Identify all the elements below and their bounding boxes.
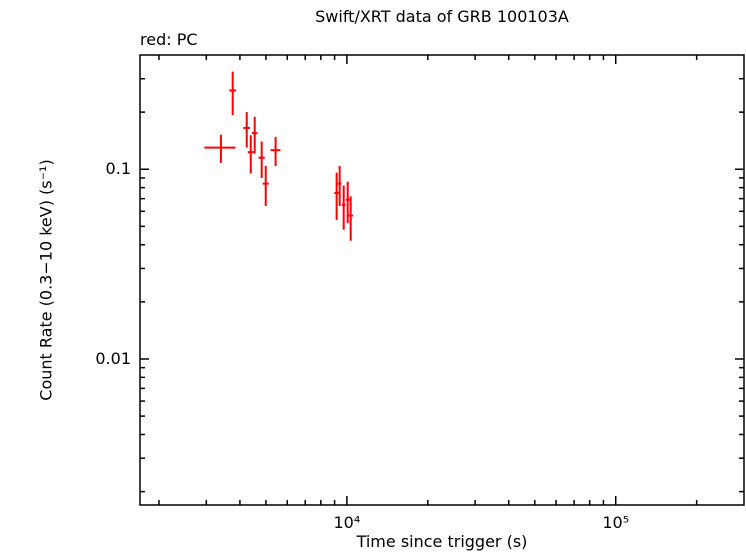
x-axis-label: Time since trigger (s) — [356, 532, 528, 551]
chart-title: Swift/XRT data of GRB 100103A — [315, 7, 569, 26]
data-point — [334, 172, 339, 221]
plot-frame — [139, 54, 745, 506]
data-point — [251, 116, 258, 154]
mode-annotation: red: PC — [140, 30, 198, 49]
y-tick-label: 0.01 — [95, 349, 131, 368]
data-point — [345, 181, 350, 224]
data-point — [270, 136, 281, 167]
data-point — [229, 71, 237, 116]
x-tick-label: 10⁴ — [333, 513, 360, 532]
data-point — [348, 196, 353, 241]
data-point — [247, 135, 254, 174]
data-point — [243, 112, 250, 148]
x-tick-label: 10⁵ — [602, 513, 629, 532]
data-point — [337, 166, 342, 207]
y-tick-label: 0.1 — [106, 159, 131, 178]
data-point — [341, 185, 346, 230]
data-point — [258, 141, 265, 178]
data-point — [262, 166, 269, 207]
data-point — [204, 134, 236, 163]
